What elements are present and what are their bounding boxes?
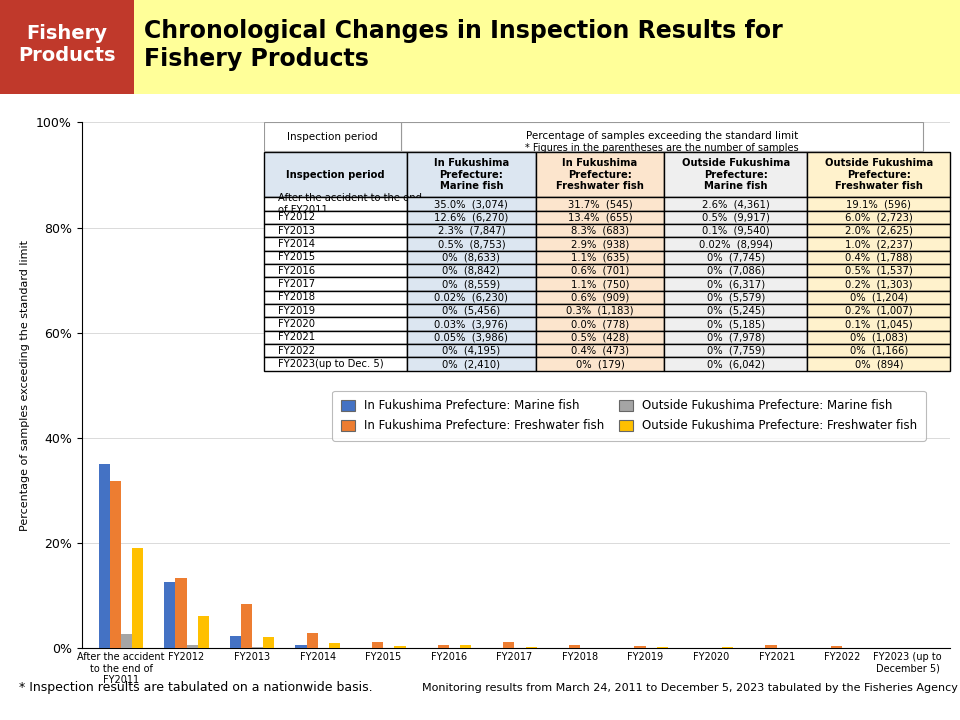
- Legend: In Fukushima Prefecture: Marine fish, In Fukushima Prefecture: Freshwater fish, : In Fukushima Prefecture: Marine fish, In…: [332, 391, 925, 441]
- Bar: [525, 647, 537, 648]
- Bar: [198, 616, 209, 648]
- FancyBboxPatch shape: [0, 0, 134, 94]
- Text: Chronological Changes in Inspection Results for
Fishery Products: Chronological Changes in Inspection Resu…: [144, 19, 782, 71]
- Bar: [438, 645, 448, 648]
- Bar: [176, 577, 186, 648]
- Bar: [460, 645, 471, 648]
- Bar: [831, 646, 842, 648]
- Bar: [99, 464, 109, 648]
- FancyBboxPatch shape: [264, 122, 401, 151]
- FancyBboxPatch shape: [0, 0, 960, 94]
- FancyBboxPatch shape: [401, 122, 923, 151]
- Bar: [657, 647, 668, 648]
- Bar: [109, 482, 121, 648]
- Bar: [296, 645, 306, 648]
- Bar: [186, 645, 198, 648]
- Bar: [229, 636, 241, 648]
- Bar: [395, 646, 405, 648]
- Bar: [765, 645, 777, 648]
- Bar: [121, 634, 132, 648]
- Bar: [306, 633, 318, 648]
- Bar: [132, 548, 143, 648]
- Text: * Inspection results are tabulated on a nationwide basis.: * Inspection results are tabulated on a …: [19, 681, 372, 694]
- Text: * Figures in the parentheses are the number of samples: * Figures in the parentheses are the num…: [525, 143, 799, 153]
- Bar: [503, 642, 515, 648]
- Text: Fishery
Products: Fishery Products: [18, 24, 116, 66]
- Y-axis label: Percentage of samples exceeding the standard limit: Percentage of samples exceeding the stan…: [20, 240, 31, 531]
- Text: Percentage of samples exceeding the standard limit: Percentage of samples exceeding the stan…: [526, 131, 798, 141]
- Bar: [635, 647, 645, 648]
- Bar: [372, 642, 383, 648]
- Bar: [164, 582, 176, 648]
- Text: Inspection period: Inspection period: [287, 132, 378, 142]
- Bar: [568, 645, 580, 648]
- Bar: [241, 604, 252, 648]
- Text: Monitoring results from March 24, 2011 to December 5, 2023 tabulated by the Fish: Monitoring results from March 24, 2011 t…: [422, 683, 958, 693]
- Bar: [263, 637, 275, 648]
- Bar: [328, 643, 340, 648]
